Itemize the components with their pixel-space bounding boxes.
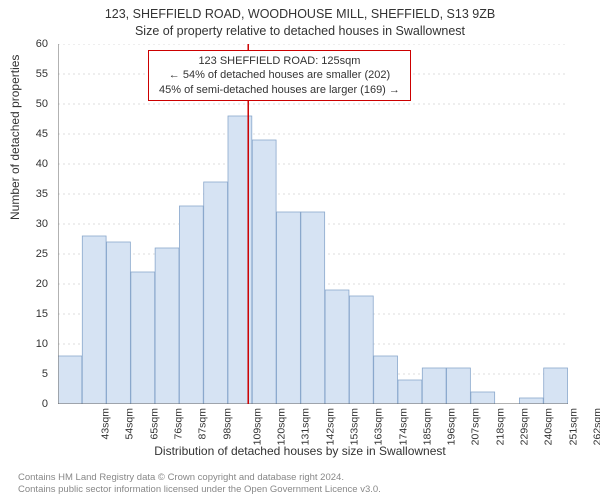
y-tick-label: 45 [36,128,48,140]
histogram-bar [374,356,398,404]
histogram-bar [447,368,471,404]
x-tick-label: 185sqm [421,408,433,445]
histogram-bar [544,368,568,404]
infobox-line2: ← 54% of detached houses are smaller (20… [159,68,400,82]
histogram-bar [422,368,446,404]
x-tick-label: 76sqm [173,408,185,440]
histogram-bar [204,182,228,404]
y-tick-label: 60 [36,38,48,50]
x-tick-label: 65sqm [148,408,160,440]
histogram-bar [277,212,301,404]
x-tick-label: 174sqm [397,408,409,445]
histogram-bar [82,236,106,404]
histogram-bar [131,272,155,404]
histogram-bar [107,242,131,404]
histogram-bar [155,248,179,404]
histogram-bar [349,296,373,404]
x-tick-label: 153sqm [348,408,360,445]
marker-info-box: 123 SHEFFIELD ROAD: 125sqm ← 54% of deta… [148,50,411,101]
y-tick-label: 55 [36,68,48,80]
y-tick-labels: 051015202530354045505560 [0,44,54,404]
y-tick-label: 40 [36,158,48,170]
x-tick-label: 54sqm [124,408,136,440]
y-tick-label: 20 [36,278,48,290]
x-tick-label: 163sqm [373,408,385,445]
x-tick-label: 218sqm [494,408,506,445]
y-tick-label: 10 [36,338,48,350]
x-axis-label: Distribution of detached houses by size … [0,444,600,458]
infobox-line3: 45% of semi-detached houses are larger (… [159,83,400,97]
x-tick-label: 109sqm [251,408,263,445]
histogram-bar [398,380,422,404]
y-tick-label: 5 [42,368,48,380]
histogram-bar [325,290,349,404]
histogram-bar [179,206,203,404]
header-line2: Size of property relative to detached ho… [0,23,600,40]
footer-line2: Contains public sector information licen… [18,484,381,496]
x-tick-label: 98sqm [221,408,233,440]
x-tick-label: 240sqm [543,408,555,445]
infobox-line1: 123 SHEFFIELD ROAD: 125sqm [159,54,400,68]
x-tick-label: 229sqm [518,408,530,445]
x-tick-label: 43sqm [100,408,112,440]
histogram-bar [252,140,276,404]
x-tick-label: 120sqm [276,408,288,445]
header-line1: 123, SHEFFIELD ROAD, WOODHOUSE MILL, SHE… [0,6,600,23]
y-tick-label: 25 [36,248,48,260]
y-tick-label: 35 [36,188,48,200]
x-tick-label: 142sqm [324,408,336,445]
y-tick-label: 30 [36,218,48,230]
x-tick-label: 196sqm [446,408,458,445]
histogram-bar [301,212,325,404]
chart-header: 123, SHEFFIELD ROAD, WOODHOUSE MILL, SHE… [0,0,600,40]
x-tick-label: 251sqm [567,408,579,445]
x-tick-labels: 43sqm 54sqm 65sqm 76sqm 87sqm 98sqm 109sqm 120s… [58,406,568,444]
x-tick-label: 131sqm [300,408,312,445]
x-tick-label: 207sqm [470,408,482,445]
histogram-bar [58,356,82,404]
histogram-bar [471,392,495,404]
y-tick-label: 0 [42,398,48,410]
footer-line1: Contains HM Land Registry data © Crown c… [18,472,381,484]
x-tick-label: 262sqm [591,408,600,445]
histogram-bar [519,398,543,404]
y-tick-label: 50 [36,98,48,110]
x-tick-label: 87sqm [197,408,209,440]
attribution-footer: Contains HM Land Registry data © Crown c… [18,472,381,496]
y-tick-label: 15 [36,308,48,320]
